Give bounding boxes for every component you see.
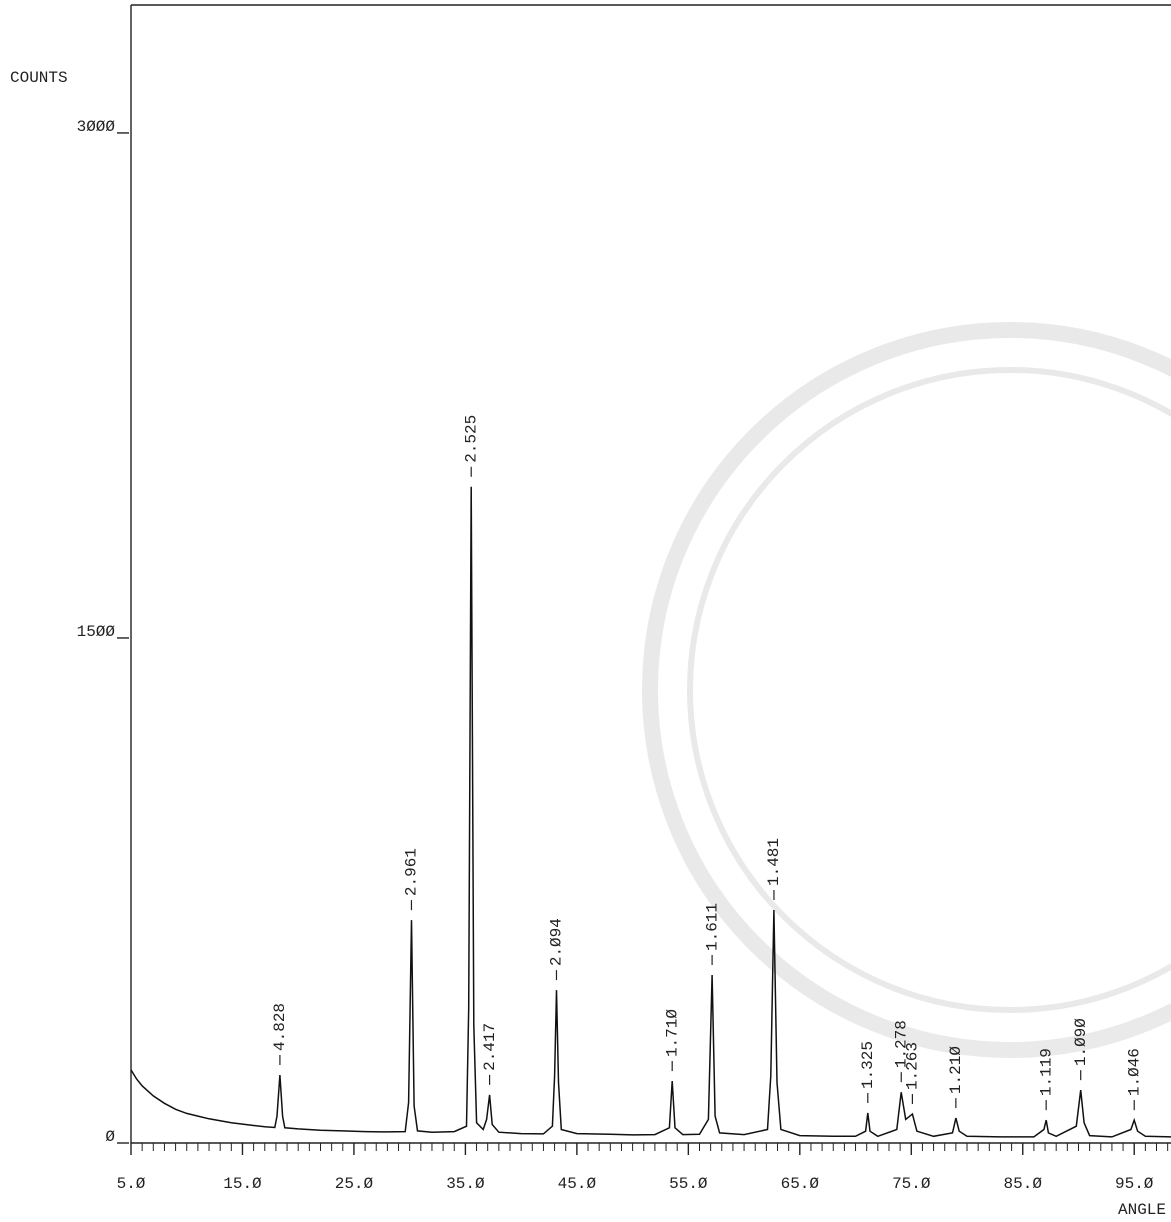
peak-label: 2.Ø94 [548,918,566,966]
peak-label: 1.Ø9Ø [1072,1018,1090,1066]
page: {"chart_data": {"type": "line", "y_label… [0,0,1171,1222]
watermark [650,330,1171,1050]
x-tick-label: 55.Ø [669,1175,708,1193]
y-tick-label: 15ØØ [77,623,116,641]
x-tick-label: 45.Ø [558,1175,597,1193]
x-tick-label: 85.Ø [1004,1175,1043,1193]
axis-frame [131,5,1171,1143]
peak-label: 1.Ø46 [1125,1048,1143,1096]
y-tick-label: 3ØØØ [77,118,116,136]
x-tick-label: 15.Ø [223,1175,262,1193]
x-tick-label: 5.Ø [117,1175,146,1193]
x-tick-label: 95.Ø [1115,1175,1154,1193]
peak-label: 1.325 [859,1041,877,1089]
chart: COUNTS ANGLE Ø 15ØØ 3ØØØ 5.Ø 15.Ø 25.Ø 35.Ø 45.… [0,0,1171,1222]
x-tick-label: 65.Ø [781,1175,820,1193]
peak-label: 1.611 [703,903,721,951]
peak-label: 1.263 [904,1042,922,1090]
y-tick-label: Ø [105,1128,115,1146]
peak-label: 1.21Ø [947,1046,965,1094]
y-axis-title: COUNTS [10,69,68,87]
peak-label: 4.828 [271,1003,289,1051]
peak-label: 2.961 [403,848,421,896]
x-tick-label: 75.Ø [892,1175,931,1193]
peak-label: 2.417 [481,1023,499,1071]
peak-label: 1.119 [1037,1048,1055,1096]
peak-label: 1.71Ø [663,1009,681,1057]
x-tick-label: 25.Ø [335,1175,374,1193]
peak-label: 1.481 [765,838,783,886]
x-axis-title: ANGLE [1118,1201,1166,1219]
peak-label: 2.525 [462,415,480,463]
x-tick-label: 35.Ø [446,1175,485,1193]
